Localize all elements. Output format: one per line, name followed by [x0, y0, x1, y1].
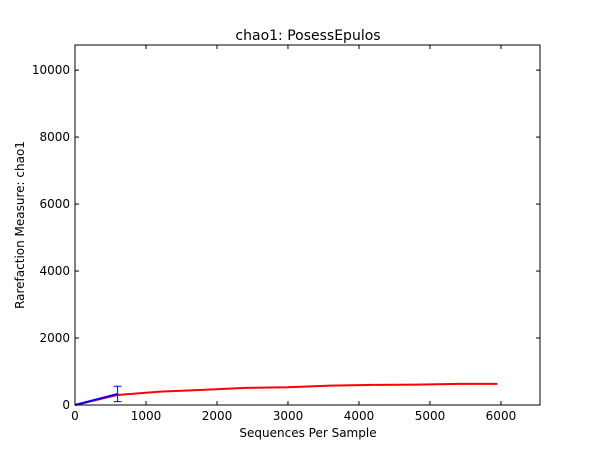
x-tick-label: 2000: [202, 409, 233, 423]
y-axis-label: Rarefaction Measure: chao1: [13, 141, 27, 309]
y-tick-label: 10000: [32, 63, 70, 77]
x-tick-label: 5000: [415, 409, 446, 423]
x-tick-label: 4000: [344, 409, 375, 423]
y-tick-label: 2000: [39, 331, 70, 345]
x-axis-label: Sequences Per Sample: [239, 426, 376, 440]
x-tick-label: 0: [71, 409, 79, 423]
plot-frame: [74, 44, 541, 406]
x-tick-label: 3000: [273, 409, 304, 423]
y-tick-label: 6000: [39, 197, 70, 211]
series-line-1: [74, 392, 118, 406]
x-axis: 0 1000 2000 3000 4000 5000 6000: [71, 45, 516, 423]
y-tick-label: 4000: [39, 264, 70, 278]
y-tick-label: 0: [62, 398, 70, 412]
plot-area: [74, 382, 498, 406]
y-tick-label: 8000: [39, 130, 70, 144]
x-tick-label: 1000: [131, 409, 162, 423]
series-line-0: [74, 382, 498, 406]
y-axis: 0 2000 4000 6000 8000 10000: [32, 63, 540, 412]
x-tick-label: 6000: [486, 409, 517, 423]
chart-title: chao1: PosessEpulos: [235, 28, 380, 44]
